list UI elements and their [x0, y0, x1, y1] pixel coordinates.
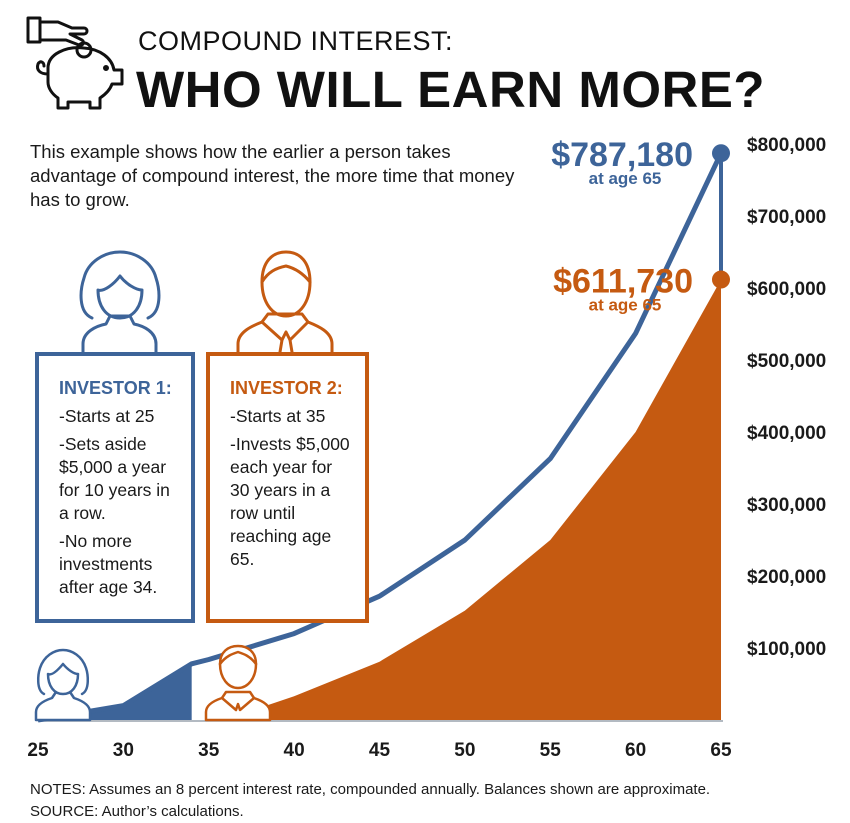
y-tick-label: $100,000 [747, 639, 826, 660]
investor-1-area [38, 663, 192, 720]
investor-1-end-point [712, 144, 730, 163]
y-tick-label: $700,000 [747, 207, 826, 228]
woman-icon [79, 250, 161, 354]
intro-text: This example shows how the earlier a per… [30, 141, 515, 210]
x-tick-label: 45 [369, 740, 391, 761]
y-tick-label: $600,000 [747, 279, 826, 300]
x-tick-label: 35 [198, 740, 220, 761]
x-tick-label: 65 [710, 740, 732, 761]
man-small-icon [204, 644, 272, 722]
source-line: SOURCE: Author’s calculations. [30, 803, 244, 820]
woman-small-icon [34, 648, 92, 722]
investor-1-line: -No more investments after age 34. [59, 531, 158, 597]
notes-line: NOTES: Assumes an 8 percent interest rat… [30, 781, 711, 798]
notes: NOTES: Assumes an 8 percent interest rat… [30, 779, 710, 823]
investor-2-end-point [712, 270, 730, 289]
investor-1-line: -Sets aside $5,000 a year for 10 years i… [59, 434, 170, 523]
x-tick-label: 50 [454, 740, 475, 761]
investor-2-title: INVESTOR 2: [230, 378, 343, 398]
end-value-label: $611,730 [553, 263, 693, 301]
x-tick-label: 25 [27, 740, 49, 761]
investor-2-line: -Invests $5,000 each year for 30 years i… [230, 434, 350, 569]
x-tick-label: 30 [113, 740, 134, 761]
x-tick-label: 55 [540, 740, 562, 761]
y-tick-label: $500,000 [747, 351, 826, 372]
hand-coin-piggy-bank-icon [26, 16, 124, 110]
y-tick-label: $300,000 [747, 495, 826, 516]
chart-subtitle: COMPOUND INTEREST: [138, 26, 454, 56]
end-value-label: $787,180 [551, 136, 693, 174]
x-tick-label: 40 [284, 740, 305, 761]
investor-2-area [208, 279, 721, 720]
y-tick-label: $400,000 [747, 423, 826, 444]
end-age-label: at age 65 [589, 296, 662, 315]
man-icon [236, 250, 334, 354]
investor-2-box: INVESTOR 2: -Starts at 35 -Invests $5,00… [206, 352, 369, 623]
x-tick-label: 60 [625, 740, 646, 761]
investor-1-line: -Starts at 25 [59, 406, 155, 426]
investor-1-box: INVESTOR 1: -Starts at 25 -Sets aside $5… [35, 352, 195, 623]
end-age-label: at age 65 [589, 169, 662, 188]
y-tick-label: $800,000 [747, 135, 826, 156]
investor-2-line: -Starts at 35 [230, 406, 326, 426]
investor-1-title: INVESTOR 1: [59, 378, 172, 398]
chart-title: WHO WILL EARN MORE? [136, 61, 765, 118]
y-tick-label: $200,000 [747, 567, 826, 588]
